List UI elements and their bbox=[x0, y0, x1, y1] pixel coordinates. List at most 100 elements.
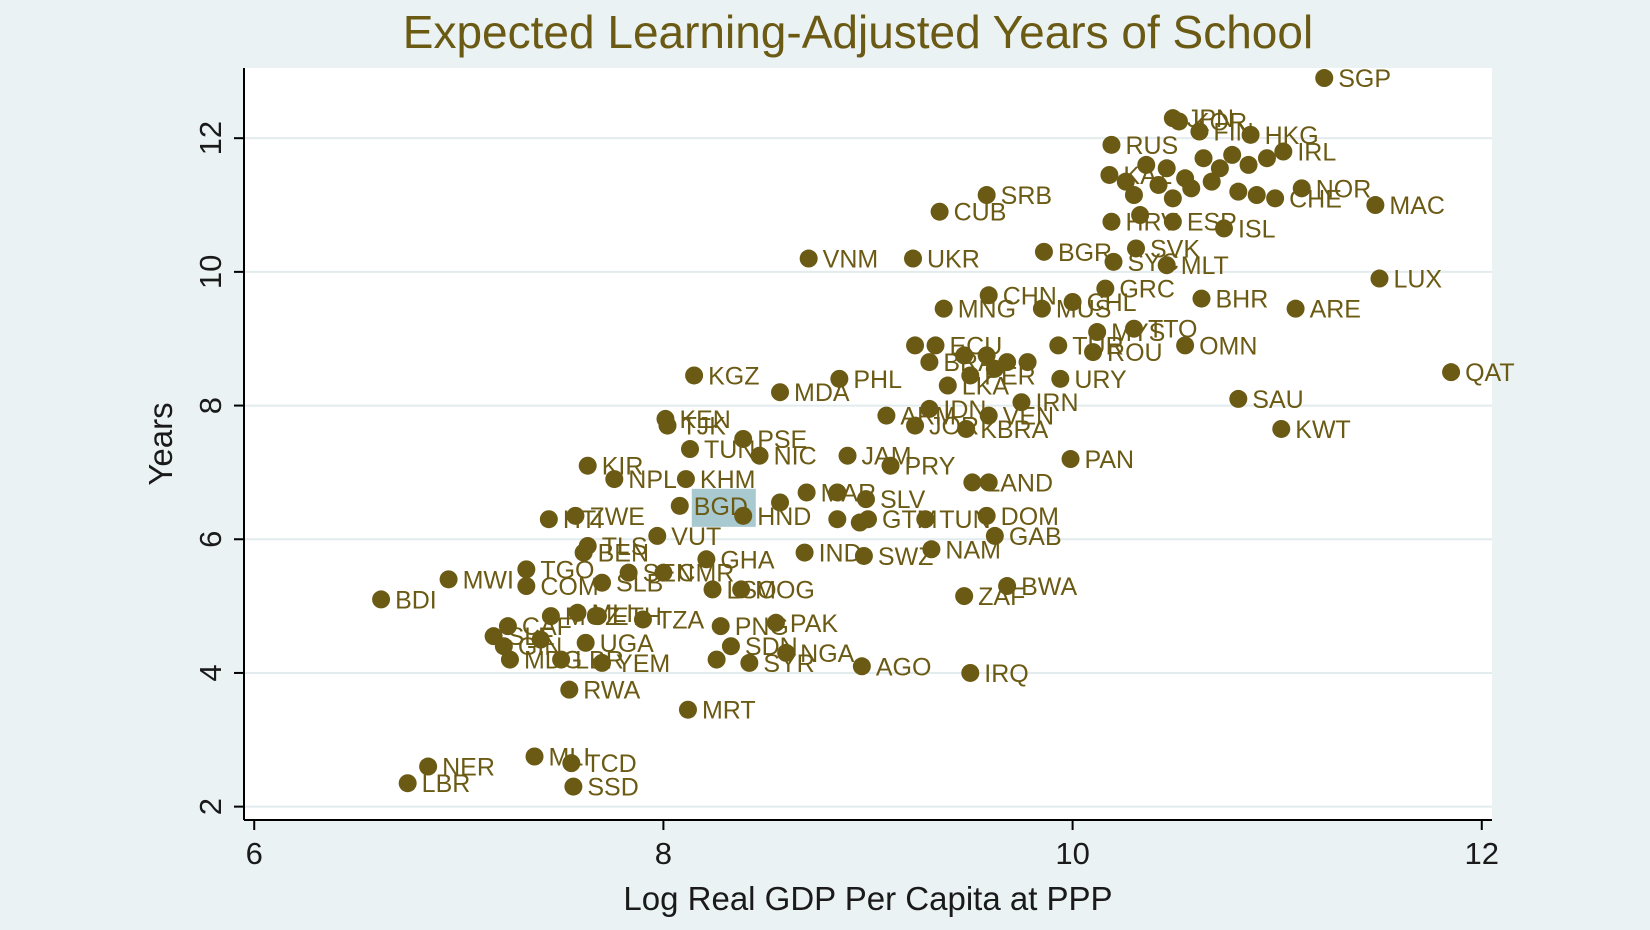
data-point bbox=[828, 510, 847, 529]
point-label: TUN bbox=[939, 506, 990, 534]
data-point bbox=[1131, 206, 1150, 225]
data-point bbox=[576, 633, 595, 652]
point-label: LBR bbox=[422, 770, 471, 798]
point-label: GHA bbox=[720, 546, 775, 574]
data-point bbox=[1102, 212, 1121, 231]
data-point bbox=[734, 506, 753, 525]
point-label: HRV bbox=[1125, 209, 1178, 237]
point-label: LBR bbox=[575, 647, 624, 675]
data-point bbox=[977, 186, 996, 205]
point-label: QAT bbox=[1465, 359, 1515, 387]
point-label: PRY bbox=[905, 453, 956, 481]
point-label: GRC bbox=[1119, 276, 1175, 304]
point-label: NPL bbox=[628, 466, 677, 494]
point-label: SYR bbox=[763, 650, 814, 678]
point-label: MAC bbox=[1389, 192, 1445, 220]
data-point bbox=[881, 456, 900, 475]
point-label: BWA bbox=[1021, 573, 1077, 601]
data-point bbox=[1370, 269, 1389, 288]
point-label: CUB bbox=[954, 199, 1007, 227]
data-point bbox=[593, 653, 612, 672]
data-point bbox=[560, 680, 579, 699]
point-label: IRL bbox=[1297, 139, 1336, 167]
data-point bbox=[1012, 393, 1031, 412]
point-label: TZA bbox=[657, 606, 705, 634]
data-point bbox=[979, 473, 998, 492]
data-point bbox=[1116, 172, 1135, 191]
point-label: PAK bbox=[790, 610, 838, 638]
point-label: SRB bbox=[1001, 182, 1052, 210]
data-point bbox=[906, 416, 925, 435]
point-label: MAR bbox=[821, 479, 877, 507]
point-label: KIR bbox=[602, 453, 644, 481]
point-label: MRT bbox=[702, 697, 756, 725]
point-label: ESP bbox=[1187, 209, 1237, 237]
data-point bbox=[926, 336, 945, 355]
data-point bbox=[566, 506, 585, 525]
point-label: TJK bbox=[682, 413, 727, 441]
point-label: GIN bbox=[518, 633, 562, 661]
data-point bbox=[977, 346, 996, 365]
data-point bbox=[1063, 292, 1082, 311]
point-label: CHE bbox=[1289, 185, 1342, 213]
data-point bbox=[1137, 155, 1156, 174]
data-point bbox=[771, 383, 790, 402]
data-point bbox=[1247, 186, 1266, 205]
data-point bbox=[1049, 336, 1068, 355]
data-point bbox=[372, 590, 391, 609]
data-point bbox=[1127, 239, 1146, 258]
data-point bbox=[1157, 256, 1176, 275]
point-label: HTI bbox=[563, 506, 603, 534]
point-label: TUR bbox=[1072, 332, 1123, 360]
data-point bbox=[721, 637, 740, 656]
data-point bbox=[1214, 219, 1233, 238]
data-point bbox=[1096, 279, 1115, 298]
data-point bbox=[676, 470, 695, 489]
point-label: SEN bbox=[643, 560, 694, 588]
data-point bbox=[588, 607, 607, 626]
point-label: ZWE bbox=[589, 503, 645, 531]
data-point bbox=[985, 526, 1004, 545]
point-label: SAU bbox=[1252, 386, 1303, 414]
data-point bbox=[1442, 363, 1461, 382]
point-label: JPN bbox=[1187, 105, 1234, 133]
point-label: KEN bbox=[679, 406, 730, 434]
data-point bbox=[920, 353, 939, 372]
data-point bbox=[961, 663, 980, 682]
data-point bbox=[648, 526, 667, 545]
x-tick-label: 12 bbox=[1465, 836, 1499, 871]
point-label: MLI bbox=[549, 743, 591, 771]
point-label: BDI bbox=[395, 586, 437, 614]
data-point bbox=[1210, 159, 1229, 178]
data-point bbox=[1272, 419, 1291, 438]
point-label: TCD bbox=[585, 750, 636, 778]
data-point bbox=[1223, 145, 1242, 164]
data-point bbox=[707, 650, 726, 669]
data-point bbox=[852, 657, 871, 676]
data-point bbox=[564, 777, 583, 796]
data-point bbox=[498, 617, 517, 636]
data-point bbox=[1292, 179, 1311, 198]
data-point bbox=[1163, 189, 1182, 208]
point-label: SLV bbox=[880, 486, 926, 514]
point-label: NAM bbox=[945, 536, 1001, 564]
data-point bbox=[1124, 186, 1143, 205]
data-point bbox=[1239, 155, 1258, 174]
point-label: CHN bbox=[1003, 282, 1057, 310]
data-point bbox=[998, 577, 1017, 596]
point-label: ISL bbox=[1238, 215, 1276, 243]
point-label: UKR bbox=[927, 246, 980, 274]
data-point bbox=[838, 446, 857, 465]
data-point bbox=[1061, 450, 1080, 469]
point-label: NIC bbox=[774, 443, 817, 471]
point-label: BRA bbox=[943, 349, 995, 377]
point-label: DOM bbox=[1001, 503, 1059, 531]
point-label: KOR bbox=[1193, 108, 1247, 136]
point-label: BGD bbox=[694, 493, 748, 521]
data-point bbox=[494, 637, 513, 656]
point-label: URY bbox=[1074, 366, 1127, 394]
point-label: MLT bbox=[1181, 252, 1229, 280]
data-point bbox=[539, 510, 558, 529]
